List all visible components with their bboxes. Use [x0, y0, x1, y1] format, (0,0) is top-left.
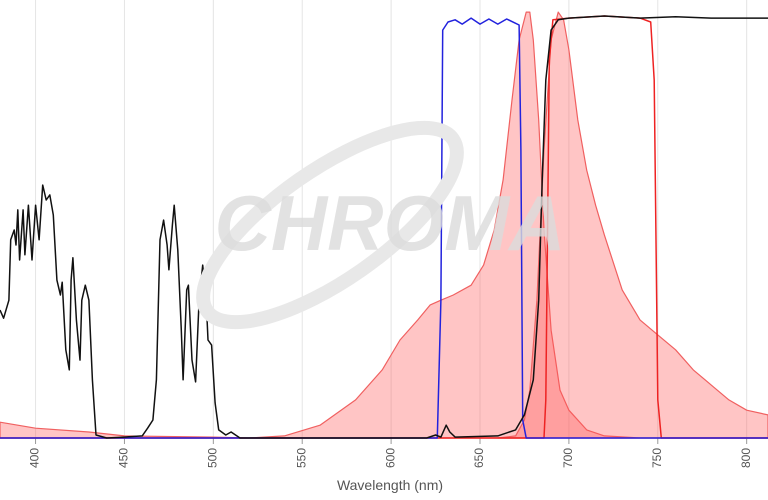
x-axis-label: Wavelength (nm) — [337, 477, 443, 493]
x-tick-label: 650 — [472, 448, 486, 468]
x-tick-label: 400 — [28, 448, 42, 468]
line — [0, 15, 768, 439]
area — [497, 11, 768, 439]
x-tick-label: 800 — [739, 448, 753, 468]
x-tick-label: 700 — [561, 448, 575, 468]
area — [0, 11, 768, 439]
watermark-swoosh — [196, 120, 464, 330]
x-tick-label: 600 — [383, 448, 397, 468]
line — [0, 17, 768, 439]
x-tick-label: 450 — [117, 448, 131, 468]
x-tick-label: 750 — [650, 448, 664, 468]
watermark: CHROMA — [215, 179, 566, 267]
plot-area: 400 450 500 550 600 650 700 750 800 — [0, 0, 768, 468]
x-tick-label: 500 — [206, 448, 220, 468]
x-tick-label: 550 — [294, 448, 308, 468]
